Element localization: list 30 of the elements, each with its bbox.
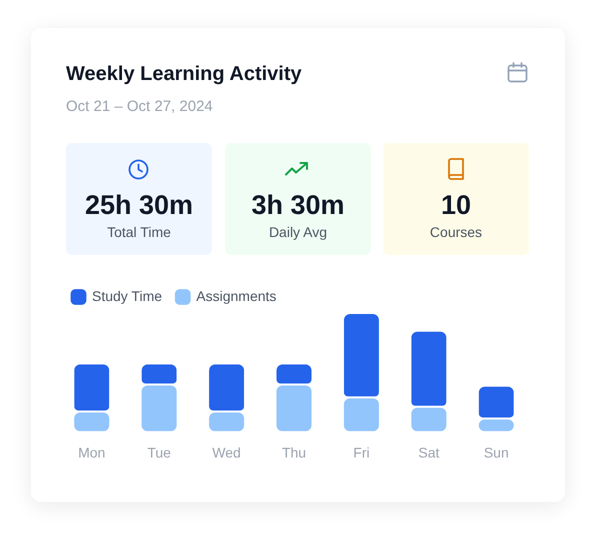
bar [209, 412, 244, 432]
text: Total Time [106, 224, 172, 240]
text: Daily Avg [268, 224, 328, 240]
x-tick-label: Sun [484, 444, 509, 460]
bar [344, 314, 379, 396]
x-tick-label: Thu [282, 444, 306, 460]
bar [276, 364, 312, 384]
legend-label: Assignments [196, 288, 276, 304]
bar [74, 412, 110, 432]
x-tick-label: Fri [353, 444, 370, 460]
bar [344, 398, 379, 432]
bar [209, 364, 244, 410]
text: 3h 30m [250, 190, 346, 221]
bar [142, 385, 177, 432]
bar [411, 408, 446, 432]
bar [478, 386, 514, 418]
bar [142, 364, 177, 384]
x-tick-label: Wed [212, 444, 241, 460]
text: 10 [440, 190, 472, 221]
legend-label: Study Time [92, 288, 162, 304]
chart-title: Weekly Learning Activity [66, 63, 302, 86]
text: Courses [428, 224, 484, 240]
x-tick-label: Mon [78, 444, 106, 460]
text: 25h 30m [84, 190, 194, 221]
x-tick-label: Sat [418, 444, 440, 460]
bar [276, 385, 312, 432]
bar [74, 364, 110, 410]
bar [411, 332, 446, 406]
chart-subtitle: Oct 21 – Oct 27, 2024 [66, 98, 213, 115]
x-tick-label: Tue [147, 444, 172, 460]
